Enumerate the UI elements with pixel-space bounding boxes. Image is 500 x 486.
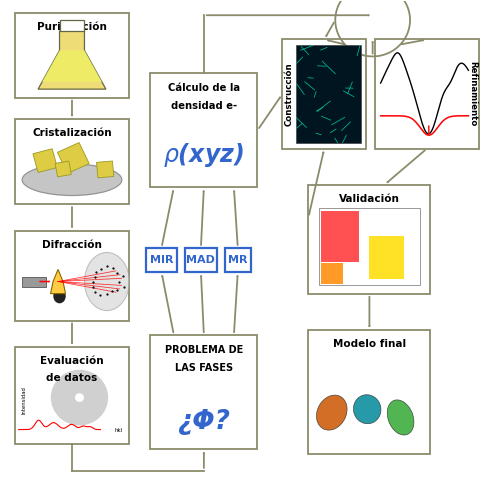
Bar [370,236,404,279]
Ellipse shape [84,252,130,311]
Text: Difracción: Difracción [42,240,102,250]
Polygon shape [50,269,66,294]
FancyBboxPatch shape [150,73,258,187]
Text: Intensidad: Intensidad [22,386,26,415]
Text: de datos: de datos [46,373,98,383]
Ellipse shape [75,393,84,402]
Text: densidad e-: densidad e- [171,102,237,111]
Text: MR: MR [228,255,248,265]
Bar [60,20,84,31]
Ellipse shape [387,400,414,435]
Bar [58,142,89,174]
Text: Modelo final: Modelo final [333,339,406,349]
FancyBboxPatch shape [14,347,130,444]
FancyBboxPatch shape [224,248,251,272]
Polygon shape [38,31,106,89]
Polygon shape [42,51,102,82]
Bar [320,208,420,285]
Text: Construcción: Construcción [284,62,294,126]
Text: Cristalización: Cristalización [32,128,112,138]
Text: MIR: MIR [150,255,173,265]
FancyBboxPatch shape [374,39,480,149]
Ellipse shape [22,164,122,195]
Text: Refinamiento: Refinamiento [468,61,477,127]
Text: PROBLEMA DE: PROBLEMA DE [165,345,243,355]
Text: Cálculo de la: Cálculo de la [168,83,240,93]
Ellipse shape [51,370,108,425]
Text: LAS FASES: LAS FASES [175,363,233,373]
Text: ¿Φ?: ¿Φ? [178,409,231,435]
FancyBboxPatch shape [308,330,430,454]
FancyBboxPatch shape [282,39,366,149]
FancyBboxPatch shape [185,248,216,272]
Ellipse shape [54,289,66,303]
Text: Evaluación: Evaluación [40,356,104,366]
Bar [22,277,46,287]
FancyBboxPatch shape [14,13,130,98]
Ellipse shape [354,395,381,424]
Text: $\rho$(xyz): $\rho$(xyz) [164,141,244,169]
Text: Validación: Validación [339,193,400,204]
FancyBboxPatch shape [14,120,130,204]
Bar [55,161,72,177]
Bar [322,263,344,284]
FancyBboxPatch shape [14,231,130,321]
Text: hkl: hkl [114,428,122,433]
FancyBboxPatch shape [150,335,258,449]
FancyBboxPatch shape [146,248,177,272]
Bar [322,211,360,262]
Bar [296,45,361,143]
Ellipse shape [316,395,347,430]
Bar [96,161,114,178]
Bar [33,149,58,173]
Text: MAD: MAD [186,255,216,265]
Text: Purificación: Purificación [37,21,107,32]
FancyBboxPatch shape [308,185,430,294]
